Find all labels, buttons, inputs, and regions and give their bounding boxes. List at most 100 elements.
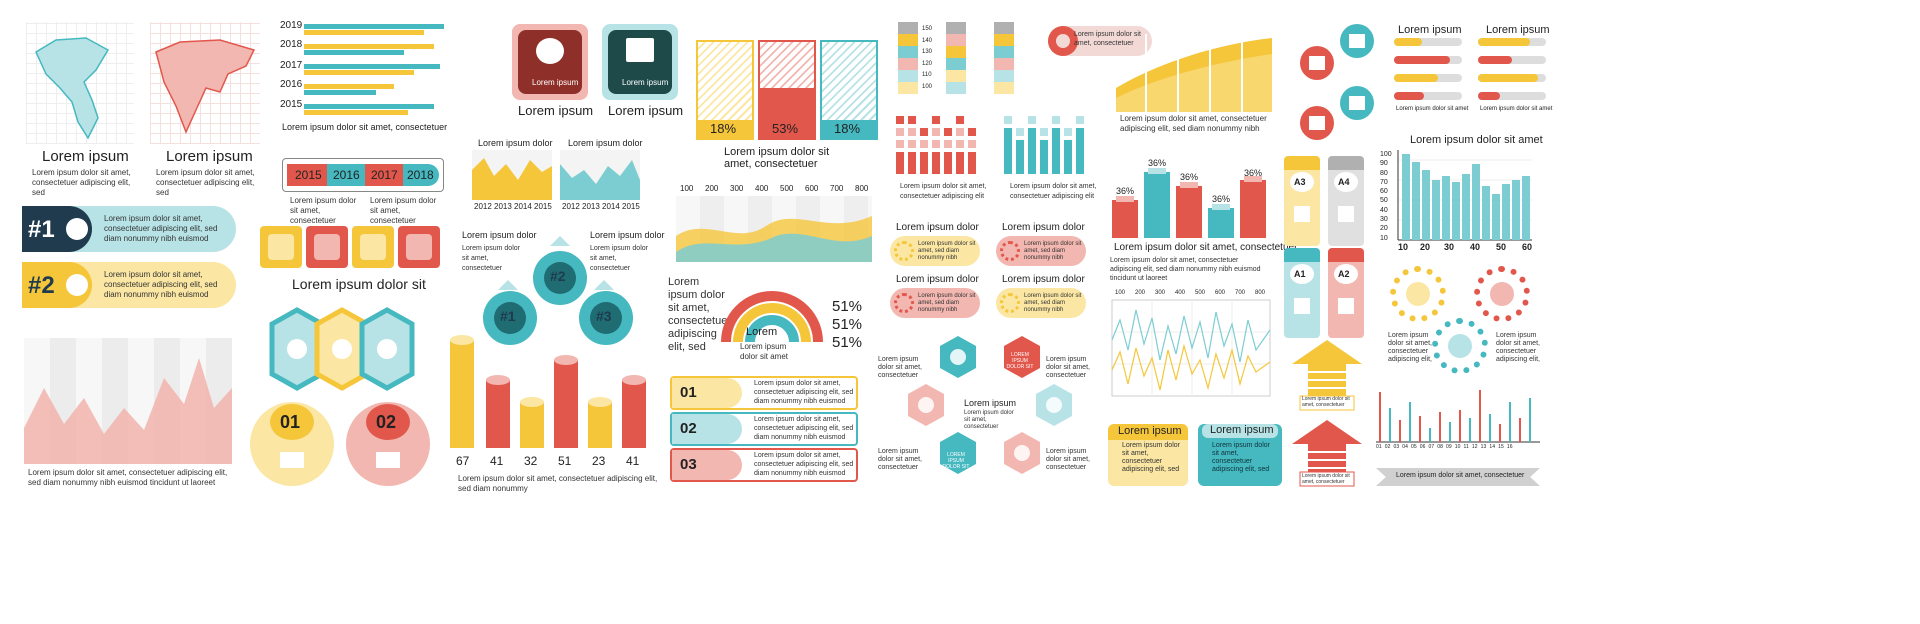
arrow-yellow-text: Lorem ipsum dolor sit amet, consectetuer bbox=[1302, 396, 1350, 408]
gear-icon bbox=[1000, 241, 1020, 261]
mini-tick-12: 13 bbox=[1480, 444, 1487, 450]
callout-teal: Lorem ipsum Lorem ipsum dolor sit amet, … bbox=[1198, 424, 1282, 486]
checklist-tile-label: Lorem ipsum bbox=[608, 103, 684, 118]
map-b-text: Lorem ipsum dolor sit amet, consectetuer… bbox=[156, 168, 255, 197]
banner-2-number: #2 bbox=[28, 272, 55, 299]
rainbow-center-text: Lorem ipsum dolor sit amet bbox=[740, 342, 789, 361]
timeline-year-3: 2018 bbox=[407, 168, 434, 182]
tag-a4: A4 bbox=[1328, 156, 1364, 246]
yellow-small-area bbox=[472, 150, 552, 200]
cylinder-value-5: 41 bbox=[626, 454, 640, 468]
search-icon bbox=[66, 274, 88, 296]
vbar-ytick-7: 30 bbox=[1380, 216, 1388, 224]
chat-icon bbox=[406, 234, 432, 260]
hourglass-icon bbox=[287, 339, 307, 359]
gear-teal bbox=[1432, 318, 1488, 374]
zigzag-line-chart bbox=[1111, 299, 1271, 397]
wave-tick-2: 300 bbox=[730, 184, 744, 193]
banner-1: #1 Lorem ipsum dolor sit amet, consectet… bbox=[22, 206, 236, 252]
gears-left-text: Lorem ipsum dolor sit amet, consectetuer… bbox=[1388, 332, 1432, 363]
money-tile-inner: Lorem ipsum bbox=[532, 78, 579, 87]
step-01-text: Lorem ipsum dolor sit amet, consectetuer… bbox=[754, 380, 854, 405]
timeline-text-a: Lorem ipsum dolor sit amet, consectetuer bbox=[290, 196, 357, 225]
tag-a3: A3 bbox=[1284, 156, 1320, 246]
gear-icon bbox=[1000, 293, 1020, 313]
lightbulb-icon bbox=[360, 234, 386, 260]
mini-tick-14: 15 bbox=[1498, 444, 1504, 450]
red-block-text: Lorem ipsum dolor sit amet, consectetuer… bbox=[900, 183, 987, 200]
line-tick-7: 800 bbox=[1255, 290, 1266, 296]
gear-card-0-text: Lorem ipsum dolor sit amet, sed diam non… bbox=[918, 241, 976, 261]
vbar-ytick-3: 70 bbox=[1380, 178, 1388, 186]
money-tile: Lorem ipsum bbox=[512, 24, 588, 100]
gear-card-title-1: Lorem ipsum dolor bbox=[1002, 222, 1085, 233]
mini-tick-1: 02 bbox=[1384, 444, 1391, 450]
speech-bubble: Lorem ipsum dolor sit amet, consectetuer bbox=[1048, 26, 1152, 56]
wave-tick-0: 100 bbox=[680, 184, 694, 193]
network-icon bbox=[1490, 282, 1514, 306]
small-area-a-year-2: 2014 bbox=[514, 202, 532, 211]
small-area-a-year-0: 2012 bbox=[474, 202, 492, 211]
mini-tick-11: 12 bbox=[1471, 444, 1478, 450]
progress-a-text: Lorem ipsum dolor sit amet bbox=[1396, 106, 1469, 112]
hex-wheel-right-bottom: Lorem ipsum dolor sit amet, consectetuer bbox=[1046, 448, 1090, 471]
progress-b-text: Lorem ipsum dolor sit amet bbox=[1480, 106, 1553, 112]
tile-presentation bbox=[306, 226, 348, 268]
wave-tick-6: 700 bbox=[830, 184, 844, 193]
tile-chat bbox=[398, 226, 440, 268]
hex-wheel-center-text: Lorem ipsum dolor sit amet, consectetuer bbox=[964, 410, 1014, 430]
level-tick-0: 150 bbox=[922, 26, 933, 32]
edit-document-icon bbox=[1338, 206, 1354, 222]
timeline-year-2: 2017 bbox=[371, 168, 398, 182]
mini-tick-3: 04 bbox=[1402, 444, 1409, 450]
megaphone-icon bbox=[1014, 445, 1030, 461]
vbar-ytick-6: 40 bbox=[1380, 206, 1388, 214]
mini-bar-chart bbox=[1376, 390, 1540, 443]
tag-a1-label: A1 bbox=[1294, 269, 1306, 279]
gear-card-2-text: Lorem ipsum dolor sit amet, sed diam non… bbox=[918, 293, 976, 313]
cylinder-value-2: 32 bbox=[524, 454, 538, 468]
gear-card-3: Lorem ipsum dolor sit amet, sed diam non… bbox=[996, 288, 1086, 318]
gear-card-title-0: Lorem ipsum dolor bbox=[896, 222, 979, 233]
map-a-text: Lorem ipsum dolor sit amet, consectetuer… bbox=[32, 168, 131, 197]
tag-a2: A2 bbox=[1328, 248, 1364, 338]
cylinder-chart bbox=[450, 335, 646, 448]
cloud-icon bbox=[268, 234, 294, 260]
horizontal-bar-chart bbox=[304, 24, 444, 115]
circle-02-number: 02 bbox=[376, 412, 397, 432]
gear-card-0: Lorem ipsum dolor sit amet, sed diam non… bbox=[890, 236, 980, 266]
pink-area-chart bbox=[24, 338, 232, 464]
level-ticks-a: 150 140 130 120 110 100 bbox=[922, 24, 936, 93]
level-tick-1: 140 bbox=[922, 37, 933, 44]
timeline-year-1: 2016 bbox=[333, 168, 360, 182]
callout-teal-text: Lorem ipsum dolor sit amet, consectetuer… bbox=[1212, 442, 1270, 473]
round-icon-d bbox=[1340, 86, 1374, 120]
mini-tick-5: 06 bbox=[1419, 444, 1426, 450]
prism-text: Lorem ipsum dolor sit amet, consectetuer… bbox=[1110, 257, 1261, 282]
teal-block-text: Lorem ipsum dolor sit amet, consectetuer… bbox=[1010, 183, 1097, 200]
step-02-text: Lorem ipsum dolor sit amet, consectetuer… bbox=[754, 416, 854, 441]
rainbow-pct-2: 51% bbox=[832, 334, 863, 351]
document-icon bbox=[1294, 206, 1310, 222]
mini-bar-caption: Lorem ipsum dolor sit amet, consectetuer bbox=[1396, 472, 1525, 479]
level-bar-chart bbox=[898, 22, 1014, 94]
step-03-text: Lorem ipsum dolor sit amet, consectetuer… bbox=[754, 452, 854, 477]
wave-area-chart bbox=[676, 196, 872, 262]
rainbow-center: Lorem bbox=[746, 326, 778, 338]
hbar-year-4: 2015 bbox=[280, 99, 303, 110]
presentation-icon bbox=[314, 234, 340, 260]
hex-wheel-inner-b: LOREM IPSUM DOLOR SIT bbox=[942, 452, 970, 470]
cylinder-caption: Lorem ipsum dolor sit amet, consectetuer… bbox=[458, 474, 658, 493]
gear-card-title-3: Lorem ipsum dolor bbox=[1002, 274, 1085, 285]
mini-tick-15: 16 bbox=[1506, 444, 1513, 450]
wave-tick-7: 800 bbox=[855, 184, 869, 193]
gear-card-3-text: Lorem ipsum dolor sit amet, sed diam non… bbox=[1024, 293, 1082, 313]
chart-icon bbox=[280, 452, 304, 468]
level-tick-4: 110 bbox=[922, 72, 932, 78]
line-tick-3: 400 bbox=[1175, 290, 1186, 296]
circle-01-number: 01 bbox=[280, 412, 301, 432]
line-tick-0: 100 bbox=[1115, 290, 1126, 296]
gear-red bbox=[1474, 266, 1530, 322]
vbar-ytick-2: 80 bbox=[1380, 169, 1388, 177]
triad-node-2: #2 bbox=[550, 268, 566, 284]
